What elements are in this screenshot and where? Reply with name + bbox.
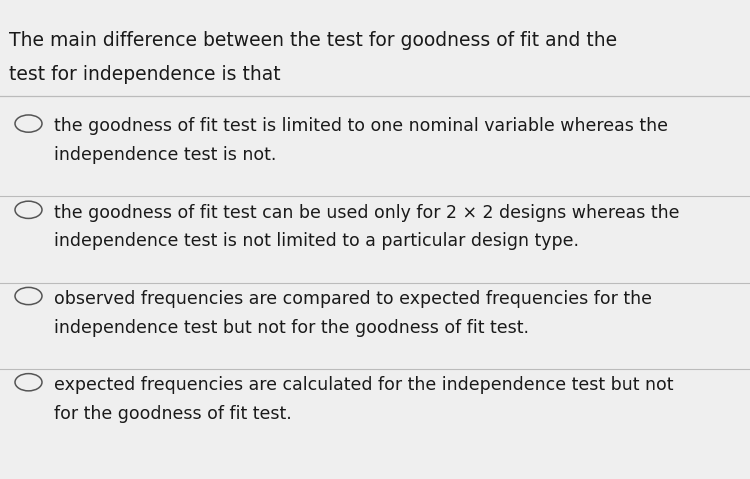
Text: observed frequencies are compared to expected frequencies for the: observed frequencies are compared to exp…	[54, 290, 652, 308]
Text: the goodness of fit test is limited to one nominal variable whereas the: the goodness of fit test is limited to o…	[54, 117, 668, 136]
Text: expected frequencies are calculated for the independence test but not: expected frequencies are calculated for …	[54, 376, 674, 394]
Text: The main difference between the test for goodness of fit and the: The main difference between the test for…	[9, 31, 617, 50]
Text: test for independence is that: test for independence is that	[9, 65, 280, 84]
Text: independence test is not.: independence test is not.	[54, 146, 276, 164]
Text: for the goodness of fit test.: for the goodness of fit test.	[54, 405, 292, 423]
Text: independence test is not limited to a particular design type.: independence test is not limited to a pa…	[54, 232, 579, 251]
Text: independence test but not for the goodness of fit test.: independence test but not for the goodne…	[54, 319, 529, 337]
Text: the goodness of fit test can be used only for 2 × 2 designs whereas the: the goodness of fit test can be used onl…	[54, 204, 680, 222]
